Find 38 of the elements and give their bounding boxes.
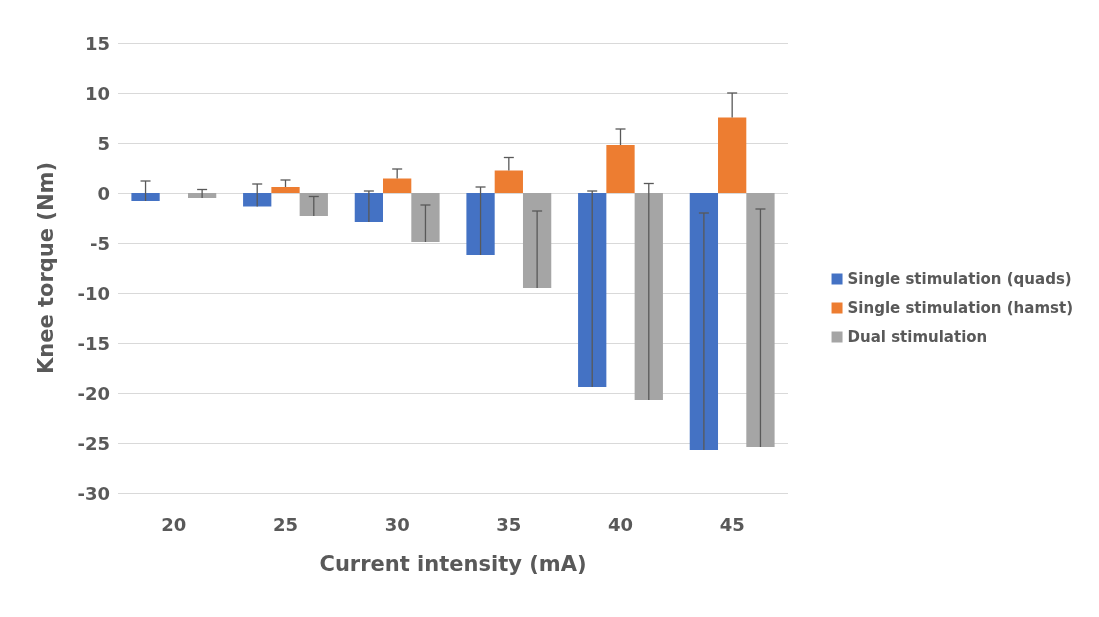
bar xyxy=(271,187,300,193)
x-tick-label: 20 xyxy=(161,513,187,535)
y-tick-label: -10 xyxy=(77,282,110,304)
x-tick-label: 45 xyxy=(719,513,745,535)
bar xyxy=(522,193,552,288)
bar xyxy=(187,193,217,198)
bar xyxy=(746,193,775,447)
y-tick-label: -25 xyxy=(77,432,110,454)
y-axis-title: Knee torque (Nm) xyxy=(33,161,58,375)
y-tick-label: 10 xyxy=(84,82,110,104)
legend-label: Single stimulation (hamst) xyxy=(847,299,1073,317)
y-tick-label: -30 xyxy=(77,482,110,504)
bar xyxy=(383,178,412,193)
bar xyxy=(634,193,663,400)
y-tick-label: 0 xyxy=(97,182,110,204)
x-tick-label: 25 xyxy=(272,513,299,535)
bar xyxy=(299,193,328,216)
bar xyxy=(718,117,747,193)
x-axis-title: Current intensity (mA) xyxy=(319,551,587,576)
x-tick-label: 40 xyxy=(607,513,634,535)
x-tick-label: 35 xyxy=(496,513,522,535)
y-tick-label: -5 xyxy=(90,232,110,254)
bar xyxy=(606,145,635,193)
bar xyxy=(411,193,440,242)
bar xyxy=(243,193,272,207)
bar xyxy=(689,193,719,450)
y-tick-label: 5 xyxy=(97,132,110,154)
bar xyxy=(578,193,607,387)
bar xyxy=(494,170,523,193)
bar xyxy=(131,193,160,201)
y-tick-label: 15 xyxy=(84,32,110,54)
y-tick-label: -15 xyxy=(77,332,110,354)
bar xyxy=(354,193,384,222)
legend-label: Single stimulation (quads) xyxy=(847,270,1072,288)
x-tick-label: 30 xyxy=(384,513,410,535)
bar xyxy=(466,193,495,255)
legend-label: Dual stimulation xyxy=(847,328,988,346)
y-tick-label: -20 xyxy=(77,382,110,404)
